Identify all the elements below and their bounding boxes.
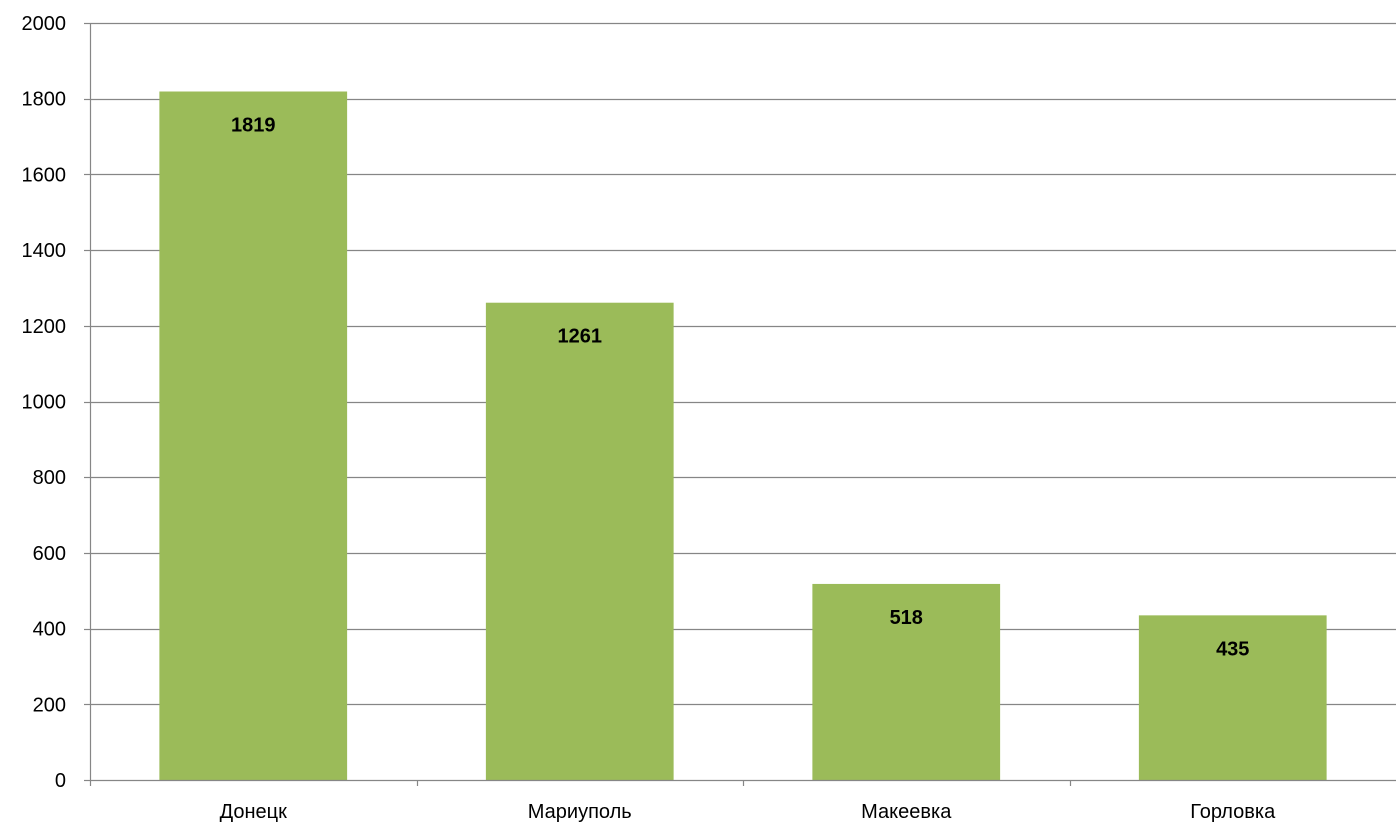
bar-2: [485, 302, 674, 780]
bar-3: [812, 583, 1001, 780]
data-label-1: 1819: [231, 115, 276, 137]
bars: [159, 91, 1327, 781]
y-tick-label-200: 200: [33, 694, 66, 716]
y-tick-label-1400: 1400: [22, 240, 67, 262]
x-category-label-4: Горловка: [1190, 801, 1276, 823]
x-category-label-2: Мариуполь: [528, 801, 632, 823]
y-tick-label-800: 800: [33, 467, 66, 489]
bar-1: [159, 91, 348, 781]
y-tick-label-1000: 1000: [22, 392, 67, 414]
x-category-label-1: Донецк: [220, 801, 288, 823]
data-label-4: 435: [1216, 638, 1249, 660]
x-axis-category-labels: Донецк Мариуполь Макеевка Горловка: [220, 801, 1277, 823]
y-tick-label-1200: 1200: [22, 316, 67, 338]
y-tick-label-1600: 1600: [22, 164, 67, 186]
y-tick-label-2000: 2000: [22, 13, 67, 35]
y-tick-label-600: 600: [33, 543, 66, 565]
y-axis-tick-labels: 0 200 400 600 800 1000 1200 1400 1600 1800 2000: [22, 13, 67, 792]
data-label-3: 518: [890, 607, 923, 629]
x-category-label-3: Макеевка: [861, 801, 952, 823]
data-labels: 1819 1261 518 435: [231, 115, 1249, 661]
y-tick-label-1800: 1800: [22, 89, 67, 111]
axes: [84, 22, 1396, 786]
y-tick-label-0: 0: [55, 770, 66, 792]
bar-4: [1138, 615, 1327, 780]
data-label-2: 1261: [558, 326, 603, 348]
y-tick-label-400: 400: [33, 619, 66, 641]
